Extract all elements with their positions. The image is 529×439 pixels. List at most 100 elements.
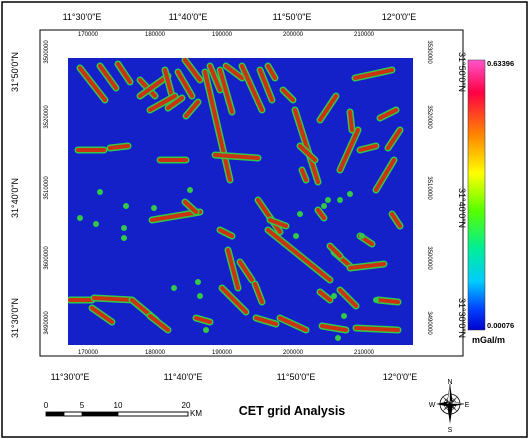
scale-label: 10 (114, 401, 123, 410)
lineament-spot (321, 203, 327, 209)
grid-x-label-top: 180000 (145, 32, 166, 38)
lineament-streak (376, 298, 400, 304)
lineament-streak (78, 66, 107, 102)
lineament-streak (138, 74, 170, 98)
grid-x-label-top: 200000 (283, 32, 304, 38)
lineament-streak (316, 208, 326, 220)
lineament-streak (320, 324, 348, 332)
compass-e-label: E (465, 402, 470, 409)
lat-label-right: 31°50'0"N (457, 52, 467, 92)
grid-x-label-top: 190000 (212, 32, 233, 38)
lineament-streak (253, 282, 264, 304)
lineament-streak (358, 144, 378, 152)
lineament-streak (226, 248, 240, 290)
lineament-streak (348, 262, 386, 270)
lineament-streak (150, 210, 202, 222)
grid-x-label-bottom: 190000 (212, 350, 233, 356)
lineament-streak (386, 128, 402, 150)
lat-label-left: 31°40'0"N (10, 178, 20, 218)
lineament-spot (195, 279, 201, 285)
lineament-streak (194, 316, 212, 324)
lon-label-top: 11°30'0"E (63, 12, 102, 22)
grid-x-label-top: 210000 (354, 32, 375, 38)
grid-y-label-left: 3510000 (44, 176, 50, 200)
lineament-streak (256, 198, 282, 234)
grid-x-label-bottom: 180000 (145, 350, 166, 356)
lineament-streak (98, 64, 118, 90)
lat-label-right: 31°40'0"N (457, 188, 467, 228)
lineament-streak (203, 70, 232, 182)
lineament-spot (203, 327, 209, 333)
lineament-streak (258, 68, 274, 102)
lineament-spot (121, 225, 127, 231)
lineament-streak (166, 96, 184, 110)
lineament-streak (266, 64, 277, 80)
lineament-streak (218, 228, 234, 238)
lineament-spot (359, 233, 365, 239)
lineament-streak (213, 153, 260, 160)
grid-x-label-bottom: 170000 (78, 350, 99, 356)
lineament-spot (77, 215, 83, 221)
grid-y-label-right: 3500000 (426, 246, 432, 270)
lineament-spot (325, 197, 331, 203)
lineament-streak (183, 58, 202, 82)
lon-label-bottom: 11°40'0"E (164, 372, 203, 382)
lineament-spot (151, 205, 157, 211)
lineament-streak (148, 314, 170, 332)
grid-y-label-right: 3510000 (426, 176, 432, 200)
lineament-streak (338, 288, 358, 308)
legend-color-bar (467, 59, 486, 331)
lineament-spot (293, 233, 299, 239)
lineament-streak (183, 200, 198, 214)
lon-label-bottom: 11°30'0"E (51, 372, 90, 382)
lon-label-top: 11°40'0"E (169, 12, 208, 22)
lon-label-bottom: 11°50'0"E (277, 372, 316, 382)
lineament-streak (108, 144, 130, 150)
lineament-spot (93, 221, 99, 227)
lineament-streak (208, 64, 222, 92)
grid-x-label-top: 170000 (78, 32, 99, 38)
compass-w-label: W (429, 402, 436, 409)
lineament-streak (240, 64, 264, 112)
grid-x-label-bottom: 200000 (283, 350, 304, 356)
lineament-layer (68, 58, 404, 341)
lineament-streak (278, 316, 308, 332)
map-title: CET grid Analysis (239, 404, 346, 418)
compass-s-label: S (448, 427, 453, 434)
lineament-streak (298, 144, 317, 162)
lineament-spot (97, 189, 103, 195)
lineament-streak (218, 68, 234, 114)
lat-label-left: 31°50'0"N (10, 52, 20, 92)
lon-label-top: 12°0'0"E (382, 12, 417, 22)
lineament-streak (281, 88, 295, 102)
lineament-spot (347, 191, 353, 197)
scale-label: 0 (44, 401, 49, 410)
lineament-spot (297, 211, 303, 217)
lineament-spot (331, 293, 337, 299)
grid-y-label-left: 3500000 (44, 40, 50, 64)
lineament-spot (123, 203, 129, 209)
lineament-streak (254, 316, 278, 326)
lineament-streak (163, 68, 174, 98)
legend-min-label: 0.00076 (487, 321, 514, 330)
lineament-streak (266, 228, 332, 282)
lineament-streak (268, 218, 288, 228)
lineament-streak (176, 70, 194, 98)
lineament-streak (148, 94, 177, 112)
lineament-streak (238, 260, 254, 282)
lineament-streak (390, 212, 402, 228)
lineament-streak (116, 62, 132, 84)
scale-bar (45, 411, 189, 417)
lineament-spot (171, 285, 177, 291)
grid-y-label-left: 3600000 (44, 246, 50, 270)
lineament-streak (338, 128, 360, 172)
lineament-streak (220, 286, 248, 314)
lineament-spot (121, 235, 127, 241)
lineament-streak (374, 158, 396, 192)
grid-y-label-left: 3520000 (44, 105, 50, 129)
lineament-streak (92, 296, 134, 302)
scale-label: 5 (80, 401, 85, 410)
lineament-spot (197, 293, 203, 299)
legend-max-label: 0.63396 (487, 59, 514, 68)
